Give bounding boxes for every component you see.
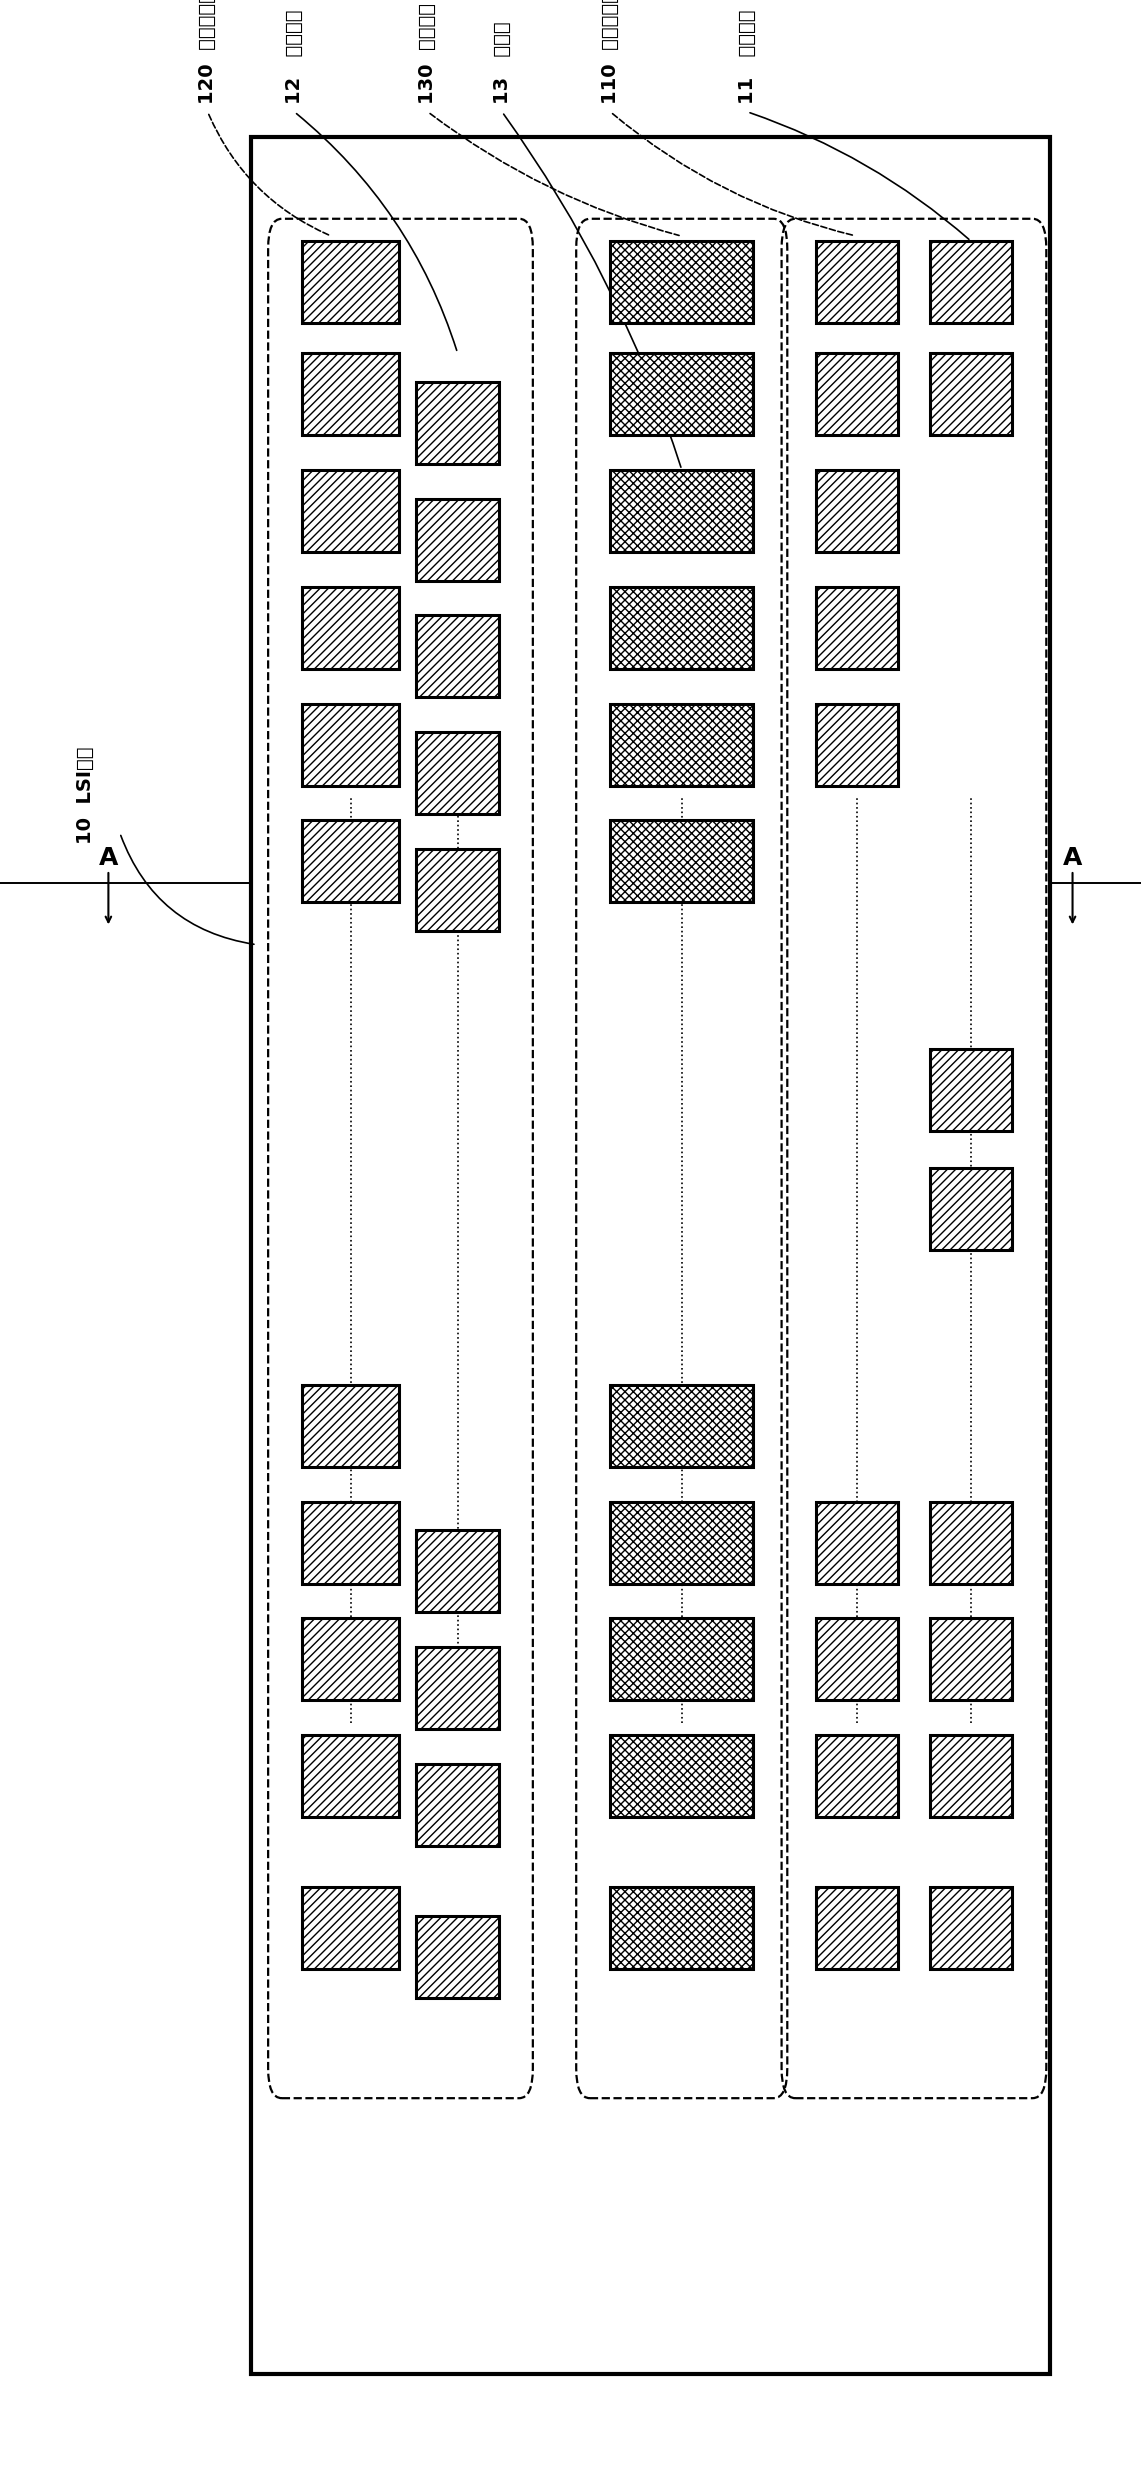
Bar [302,1887,399,1969]
Bar [302,820,399,902]
Bar [416,1648,499,1730]
Bar [416,850,499,932]
Bar [302,587,399,669]
Bar [302,470,399,552]
Bar [416,617,499,699]
Bar [816,1887,898,1969]
Bar [816,353,898,435]
Bar [251,137,1050,2374]
Bar [610,353,753,435]
Text: A: A [1063,845,1082,870]
Bar [416,733,499,815]
Bar [416,383,499,465]
Bar [302,1618,399,1700]
Bar [816,1502,898,1584]
Text: 12   输出凸块: 12 输出凸块 [285,10,304,104]
Bar [416,1765,499,1847]
Bar [610,820,753,902]
Bar [816,1735,898,1817]
Bar [416,1917,499,1999]
Bar [416,500,499,582]
Bar [610,704,753,786]
Bar [930,1618,1012,1700]
Bar [930,1735,1012,1817]
Text: 120  输出凸块组: 120 输出凸块组 [199,0,217,104]
Bar [302,1502,399,1584]
Bar [930,241,1012,323]
Bar [816,470,898,552]
Bar [302,353,399,435]
Text: A: A [99,845,118,870]
Bar [302,1735,399,1817]
Bar [816,587,898,669]
Bar [302,1385,399,1467]
Bar [302,241,399,323]
Bar [302,704,399,786]
Bar [610,1887,753,1969]
Bar [930,353,1012,435]
Bar [610,470,753,552]
Bar [930,1168,1012,1250]
Bar [610,587,753,669]
Text: 110  输入凸块组: 110 输入凸块组 [601,0,620,104]
Text: 10  LSI芯片: 10 LSI芯片 [76,746,95,845]
Bar [816,1618,898,1700]
Bar [930,1887,1012,1969]
Bar [610,1385,753,1467]
Bar [816,704,898,786]
Text: 11   输入凸块: 11 输入凸块 [738,10,756,104]
Bar [610,1502,753,1584]
Bar [610,1618,753,1700]
Bar [610,241,753,323]
Bar [930,1049,1012,1131]
Text: 130  伪凸块组: 130 伪凸块组 [419,2,437,104]
Text: 13   伪凸块: 13 伪凸块 [493,22,511,104]
Bar [816,241,898,323]
Bar [930,1502,1012,1584]
Bar [610,1735,753,1817]
Bar [416,1531,499,1613]
